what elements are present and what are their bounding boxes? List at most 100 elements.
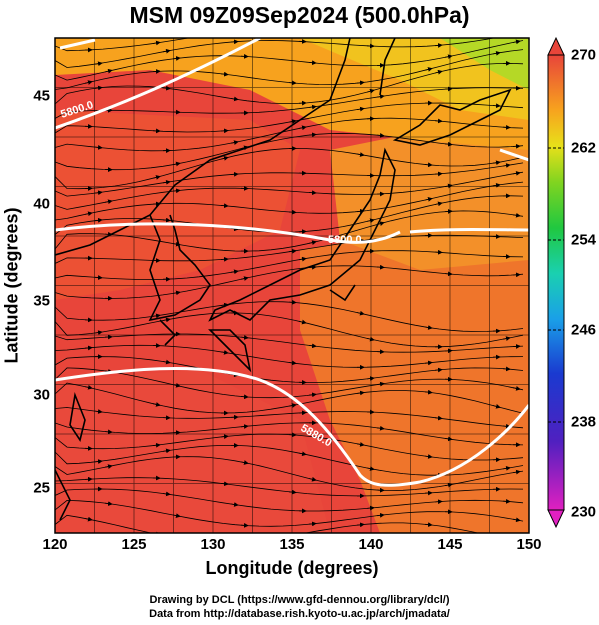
streamline-arrow	[434, 171, 443, 177]
streamline-arrow	[434, 415, 443, 421]
y-tick-25: 25	[33, 479, 50, 497]
streamline-arrow	[505, 38, 511, 39]
streamline-arrow	[512, 171, 521, 176]
streamline-arrow	[512, 39, 521, 45]
streamline-arrow	[424, 454, 433, 459]
streamline-arrow	[512, 143, 521, 149]
streamline	[55, 181, 524, 221]
streamline-arrow	[84, 516, 93, 522]
streamline-arrow	[512, 212, 521, 218]
streamline-arrow	[104, 429, 113, 435]
streamline-arrow	[376, 264, 385, 270]
colorbar-tick-marks	[548, 147, 564, 423]
streamline-arrow	[356, 152, 365, 157]
streamline	[55, 87, 524, 119]
streamline-arrow	[104, 199, 113, 205]
streamline-arrow	[502, 336, 511, 341]
credit-drawing: Drawing by DCL (https://www.gfd-dennou.o…	[149, 594, 450, 606]
streamline-arrow	[444, 271, 453, 277]
streamline-arrow	[220, 481, 229, 487]
streamline-arrow	[162, 359, 171, 365]
height-contours	[55, 38, 529, 487]
streamline-arrow	[230, 502, 239, 507]
streamline-arrow	[230, 39, 239, 45]
streamline-arrow	[444, 141, 453, 147]
streamline-arrow	[366, 505, 375, 511]
streamline-arrow	[308, 104, 317, 110]
chart-title: MSM 09Z09Sep2024 (500.0hPa)	[129, 2, 470, 28]
colorbar-tick-270: 270	[571, 46, 597, 64]
streamline-arrow	[288, 209, 297, 215]
x-tick-140: 140	[358, 536, 384, 553]
streamline-arrow	[298, 451, 307, 457]
streamline-arrow	[434, 499, 443, 505]
x-tick-130: 130	[200, 536, 226, 553]
streamline-arrow	[512, 386, 521, 391]
colorbar	[547, 36, 565, 529]
streamline-arrow	[308, 476, 317, 482]
streamline-arrow	[172, 382, 181, 388]
warm-zone-east	[300, 210, 529, 533]
colorbar-tick-246: 246	[571, 321, 597, 339]
y-axis-label: Latitude (degrees)	[1, 207, 22, 364]
streamline	[55, 210, 524, 252]
streamline-arrow	[94, 85, 103, 91]
credit-data-source: Data from http://database.rish.kyoto-u.a…	[149, 608, 450, 620]
streamline	[55, 162, 524, 197]
streamline-arrow	[434, 201, 443, 207]
streamline	[55, 514, 480, 533]
streamline-arrow	[240, 335, 249, 340]
streamline-arrow	[220, 128, 229, 134]
streamline	[55, 407, 524, 429]
streamline-arrow	[162, 448, 171, 454]
streamline-arrow	[84, 80, 93, 85]
streamline-arrow	[84, 211, 93, 217]
x-tick-150: 150	[516, 536, 542, 553]
streamline-arrow	[376, 381, 385, 387]
streamline-arrow	[424, 360, 433, 366]
streamline-arrow	[512, 272, 521, 278]
streamline-arrow	[172, 513, 181, 518]
streamline-arrow	[444, 54, 453, 60]
streamline-arrow	[84, 345, 93, 351]
streamline-arrow	[288, 80, 297, 86]
wind-streamlines	[55, 25, 524, 533]
contour-5880-south	[55, 366, 529, 487]
streamline-arrow	[172, 188, 181, 194]
streamline-arrow	[288, 489, 297, 495]
streamline-arrow	[376, 133, 385, 138]
streamline	[55, 49, 524, 90]
streamline-arrow	[94, 459, 103, 464]
y-tick-40: 40	[33, 195, 50, 213]
streamline-arrow	[172, 241, 181, 247]
streamline-arrow	[492, 182, 501, 188]
streamline-arrow	[94, 217, 103, 223]
streamline-arrow	[230, 96, 239, 102]
y-tick-45: 45	[33, 87, 50, 105]
streamline-arrow	[444, 436, 453, 442]
streamline-arrow	[162, 85, 171, 91]
contour-5800-northwest	[59, 38, 96, 50]
streamline-arrow	[356, 390, 365, 396]
streamline-arrow	[162, 317, 171, 323]
streamline-arrow	[240, 276, 249, 281]
streamline-arrow	[230, 269, 239, 275]
streamline-arrow	[434, 118, 443, 124]
streamline-arrow	[230, 140, 239, 145]
streamline-arrow	[288, 119, 297, 124]
streamline-arrow	[492, 50, 501, 56]
streamline-arrow	[94, 275, 103, 280]
streamline-arrow	[493, 25, 500, 26]
streamline-arrow	[492, 404, 501, 409]
streamline-arrow	[366, 336, 375, 342]
streamline-arrow	[434, 43, 443, 48]
streamline-arrow	[221, 32, 228, 33]
streamline-arrow	[94, 330, 103, 335]
streamline-arrow	[230, 171, 239, 177]
streamline-arrow	[298, 125, 307, 131]
streamline-arrow	[288, 432, 297, 438]
streamline-arrow	[240, 460, 249, 465]
colorbar-tick-238: 238	[571, 413, 597, 431]
contour-5880-middle	[55, 222, 401, 244]
streamline-arrow	[172, 56, 181, 61]
